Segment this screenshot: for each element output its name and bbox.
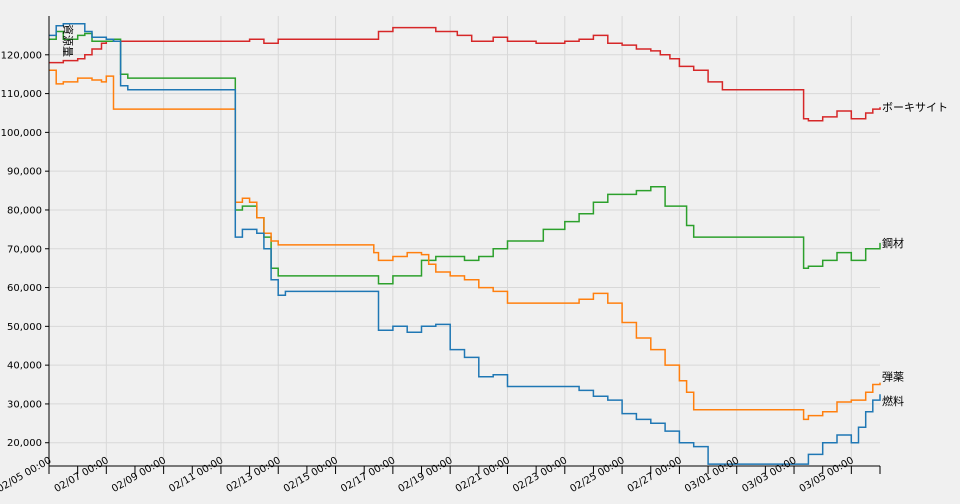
series-line (49, 30, 881, 285)
y-tick-label: 20,000 (7, 438, 42, 449)
series-line (49, 23, 881, 465)
y-tick-label: 80,000 (7, 205, 42, 216)
y-tick-label: 30,000 (7, 399, 42, 410)
y-tick-label: 50,000 (7, 322, 42, 333)
y-tick-label: 70,000 (7, 244, 42, 255)
y-axis: 20,000 30,000 40,000 50,000 60,000 70,000 80,0… (1, 16, 50, 466)
series-lines (49, 23, 881, 465)
series-label: 燃料 (882, 394, 904, 408)
x-tick-label: 02/05 00:00 (0, 455, 54, 495)
series-label: ボーキサイト (882, 101, 948, 114)
y-tick-label: 120,000 (1, 50, 42, 61)
series-label: 鋼材 (882, 236, 904, 250)
y-tick-label: 110,000 (1, 89, 42, 100)
y-tick-label: 100,000 (1, 128, 42, 139)
y-axis-label: 資源量 (61, 24, 75, 57)
y-tick-label: 90,000 (7, 167, 42, 178)
plot-background (49, 16, 880, 466)
y-tick-label: 40,000 (7, 361, 42, 372)
series-line (49, 69, 881, 421)
y-tick-label: 60,000 (7, 283, 42, 294)
series-line (49, 26, 881, 122)
series-label: 弾薬 (882, 371, 904, 384)
